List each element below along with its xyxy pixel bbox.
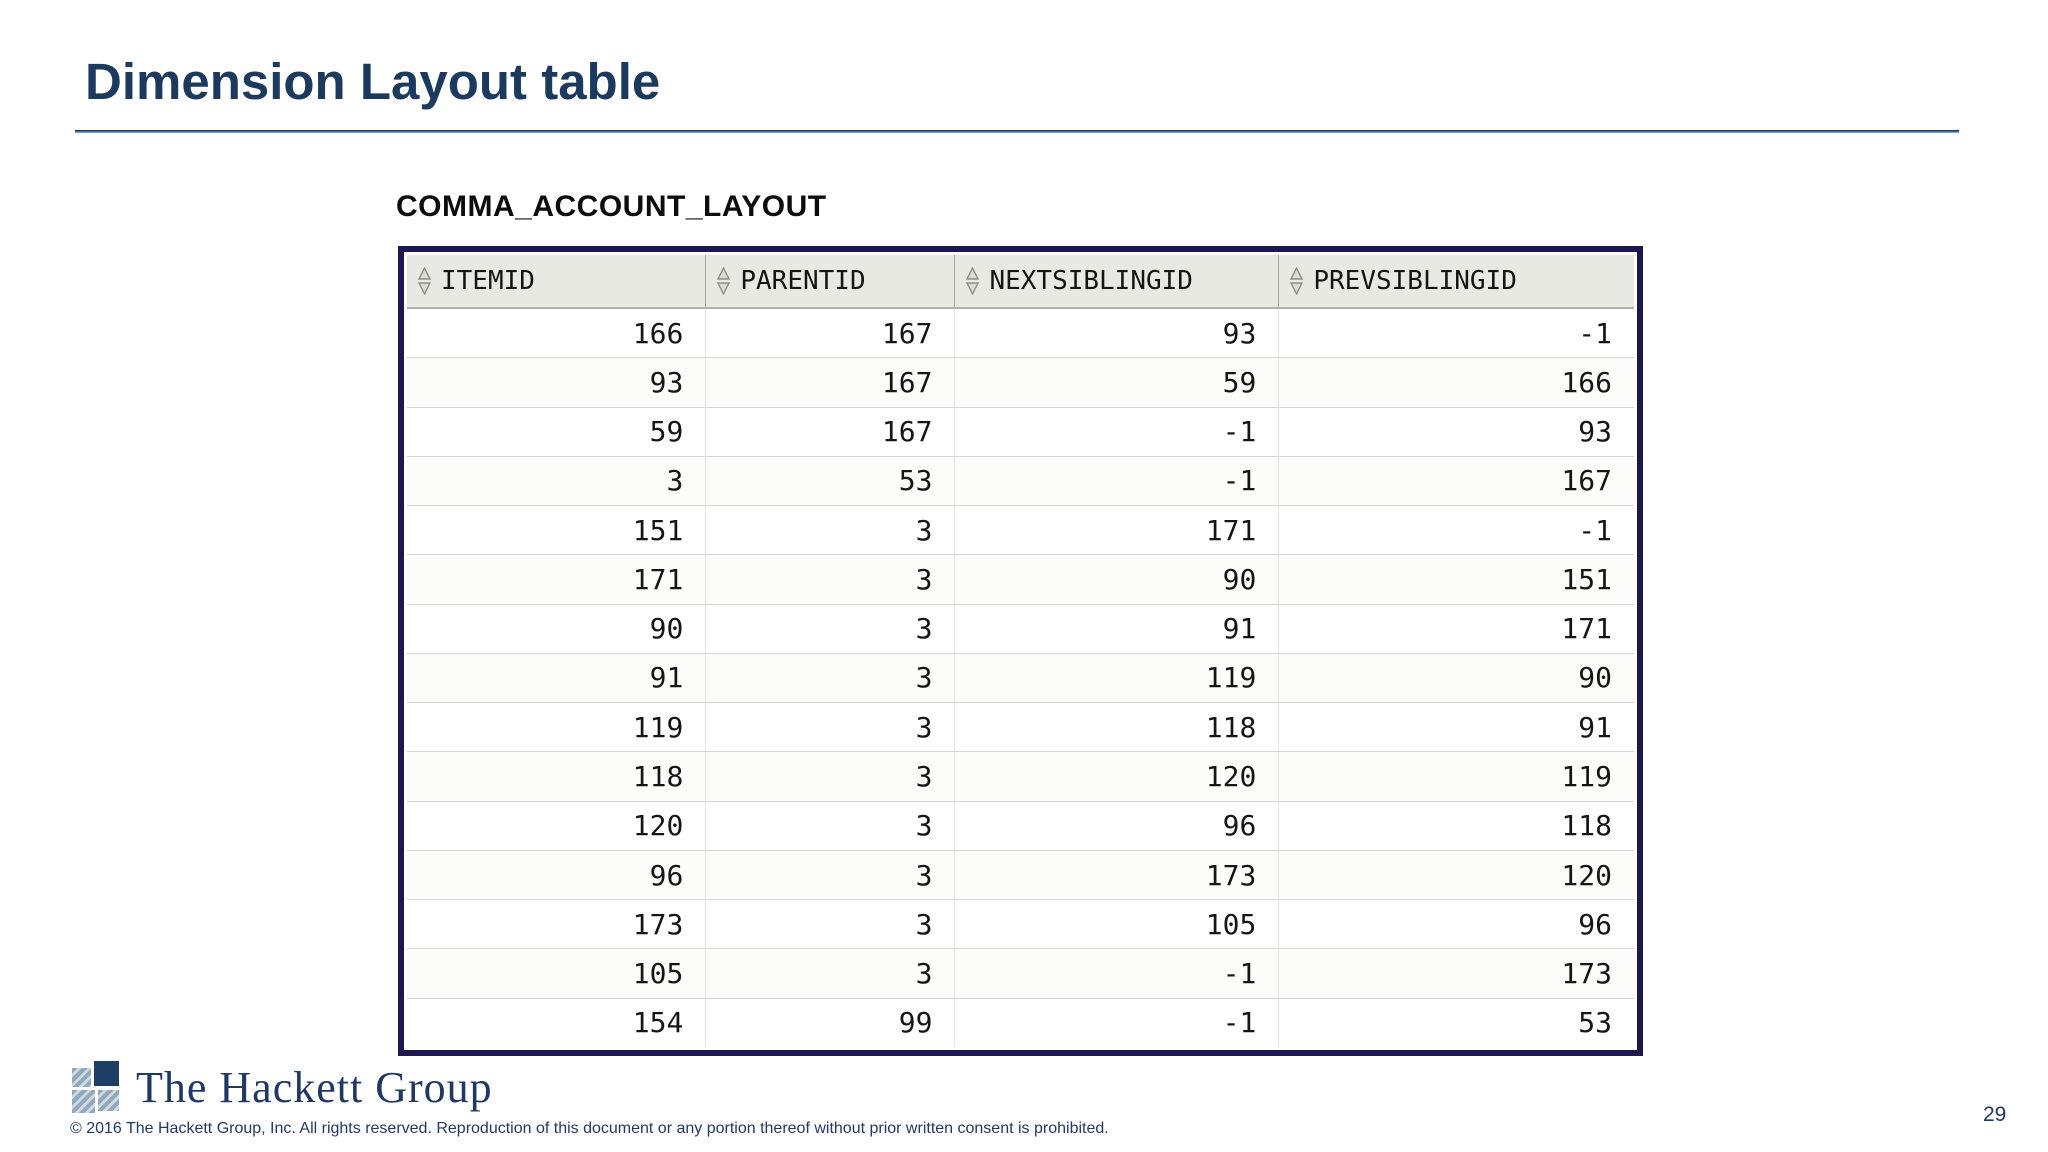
page-title: Dimension Layout table [85, 53, 661, 110]
sort-updown-icon[interactable] [1289, 267, 1304, 295]
table-cell: 3 [706, 703, 956, 752]
table-cell: 3 [706, 949, 956, 998]
table-row[interactable]: 91 3 119 90 [407, 653, 1634, 704]
data-table-body: 166 167 93 -1 93 167 59 166 59 167 -1 93 3 53 -1 167 151… [407, 309, 1634, 1047]
column-header-parentid[interactable]: PARENTID [706, 255, 956, 307]
table-cell: 105 [955, 900, 1280, 949]
table-cell: 166 [407, 309, 707, 358]
page-number: 29 [1983, 1103, 2007, 1126]
table-cell: 120 [1561, 858, 1612, 892]
hackett-logo: The Hackett Group [72, 1061, 493, 1113]
table-cell: -1 [955, 407, 1280, 456]
table-cell: 99 [706, 998, 956, 1047]
table-cell: 96 [955, 801, 1280, 850]
table-cell: 118 [407, 752, 707, 801]
sort-updown-icon[interactable] [716, 267, 731, 295]
table-cell: 53 [1578, 1006, 1612, 1040]
title-divider [75, 130, 1959, 133]
sort-updown-icon[interactable] [965, 267, 980, 295]
table-row[interactable]: 3 53 -1 167 [407, 456, 1634, 507]
table-cell: 120 [955, 752, 1280, 801]
table-cell: 90 [1578, 661, 1612, 695]
table-cell: 91 [407, 653, 707, 703]
data-grid: ITEMID PARENTID NEXTSI [398, 246, 1643, 1056]
hackett-logo-icon [72, 1061, 124, 1113]
table-cell: 91 [1578, 710, 1612, 744]
table-cell: 3 [706, 801, 956, 850]
table-cell: 3 [706, 555, 956, 604]
table-cell: 171 [407, 555, 707, 604]
table-cell: 173 [1561, 957, 1612, 991]
column-label: PREVSIBLINGID [1313, 266, 1517, 296]
table-row[interactable]: 151 3 171 -1 [407, 506, 1634, 556]
table-cell: 119 [955, 653, 1280, 703]
table-cell: 173 [407, 900, 707, 949]
table-cell: 96 [407, 850, 707, 900]
table-cell: 105 [407, 949, 707, 998]
table-row[interactable]: 166 167 93 -1 [407, 309, 1634, 359]
table-cell: 93 [955, 309, 1280, 358]
table-cell: 3 [407, 456, 707, 506]
table-row[interactable]: 59 167 -1 93 [407, 407, 1634, 457]
table-row[interactable]: 173 3 105 96 [407, 900, 1634, 950]
table-row[interactable]: 118 3 120 119 [407, 752, 1634, 802]
column-header-nextsiblingid[interactable]: NEXTSIBLINGID [955, 255, 1280, 307]
table-cell: 90 [407, 604, 707, 653]
table-row[interactable]: 154 99 -1 53 [407, 998, 1634, 1047]
table-cell: 91 [955, 604, 1280, 653]
table-cell: 90 [955, 555, 1280, 604]
table-cell: 53 [706, 456, 956, 506]
table-row[interactable]: 96 3 173 120 [407, 850, 1634, 901]
column-label: PARENTID [740, 266, 866, 296]
table-cell: 119 [407, 703, 707, 752]
table-cell: 151 [1561, 562, 1612, 596]
table-cell: 93 [1578, 415, 1612, 449]
table-cell: 173 [955, 850, 1280, 900]
table-cell: 154 [407, 998, 707, 1047]
table-row[interactable]: 119 3 118 91 [407, 703, 1634, 753]
table-row[interactable]: 120 3 96 118 [407, 801, 1634, 851]
column-label: ITEMID [441, 266, 535, 296]
table-caption: COMMA_ACCOUNT_LAYOUT [396, 190, 827, 223]
table-cell: -1 [1578, 316, 1612, 350]
table-cell: 3 [706, 850, 956, 900]
table-cell: 151 [407, 506, 707, 555]
table-cell: 3 [706, 604, 956, 653]
table-cell: 59 [955, 358, 1280, 407]
table-cell: -1 [955, 456, 1280, 506]
sort-updown-icon[interactable] [417, 267, 432, 295]
table-cell: 120 [407, 801, 707, 850]
table-cell: 167 [706, 309, 956, 358]
column-label: NEXTSIBLINGID [989, 266, 1193, 296]
copyright-text: © 2016 The Hackett Group, Inc. All right… [70, 1120, 1109, 1137]
hackett-logo-text: The Hackett Group [136, 1062, 493, 1112]
table-cell: 166 [1561, 365, 1612, 399]
column-header-itemid[interactable]: ITEMID [407, 255, 707, 307]
table-cell: 96 [1578, 907, 1612, 941]
table-cell: 3 [706, 900, 956, 949]
table-cell: -1 [1578, 513, 1612, 547]
table-cell: 171 [955, 506, 1280, 555]
table-row[interactable]: 171 3 90 151 [407, 555, 1634, 605]
table-row[interactable]: 90 3 91 171 [407, 604, 1634, 654]
table-cell: -1 [955, 949, 1280, 998]
table-row[interactable]: 105 3 -1 173 [407, 949, 1634, 999]
table-cell: 59 [407, 407, 707, 456]
table-cell: 3 [706, 752, 956, 801]
column-header-prevsiblingid[interactable]: PREVSIBLINGID [1279, 255, 1634, 307]
table-row[interactable]: 93 167 59 166 [407, 358, 1634, 408]
table-cell: 3 [706, 653, 956, 703]
data-grid-header: ITEMID PARENTID NEXTSI [407, 255, 1634, 309]
table-cell: 167 [706, 358, 956, 407]
table-cell: 3 [706, 506, 956, 555]
table-cell: 167 [1561, 464, 1612, 498]
table-cell: 93 [407, 358, 707, 407]
table-cell: 167 [706, 407, 956, 456]
table-cell: 119 [1561, 760, 1612, 794]
table-cell: 118 [1561, 809, 1612, 843]
table-cell: -1 [955, 998, 1280, 1047]
table-cell: 118 [955, 703, 1280, 752]
table-cell: 171 [1561, 612, 1612, 646]
